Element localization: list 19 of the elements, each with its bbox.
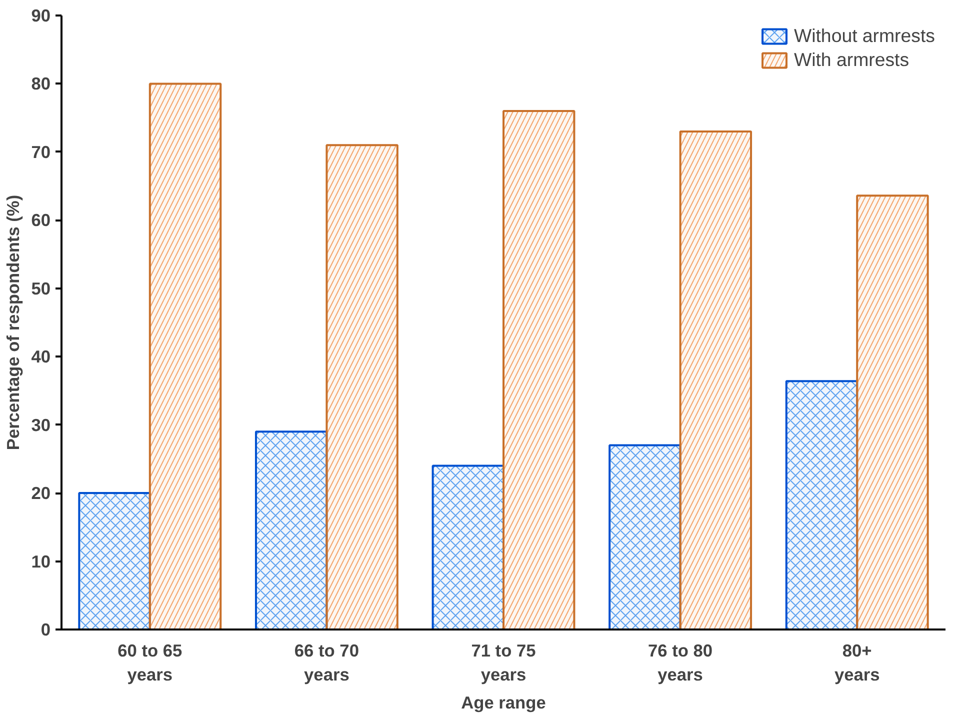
y-tick-label: 60 bbox=[31, 210, 51, 230]
y-tick-label: 50 bbox=[31, 278, 51, 298]
x-tick-label: 66 to 70 years bbox=[294, 640, 359, 684]
y-tick-label: 20 bbox=[31, 483, 51, 504]
legend-label: Without armrests bbox=[794, 25, 935, 47]
y-tick-label: 80 bbox=[31, 74, 51, 94]
y-tick-label: 10 bbox=[31, 551, 51, 572]
x-tick-label: 76 to 80 years bbox=[648, 640, 713, 684]
x-axis-title: Age range bbox=[461, 692, 546, 712]
y-tick-label: 40 bbox=[31, 346, 51, 367]
y-tick-label: 0 bbox=[40, 620, 51, 640]
y-tick-label: 30 bbox=[31, 414, 51, 435]
y-tick-label: 70 bbox=[31, 142, 51, 162]
y-axis-title: Percentage of respondents (%) bbox=[3, 194, 24, 450]
legend-label: With armrests bbox=[794, 49, 910, 71]
x-tick-label: 60 to 65 years bbox=[118, 640, 183, 684]
x-tick-label: 80+ years bbox=[834, 640, 880, 684]
y-tick-label: 90 bbox=[31, 6, 51, 26]
x-tick-label: 71 to 75 years bbox=[471, 640, 536, 684]
